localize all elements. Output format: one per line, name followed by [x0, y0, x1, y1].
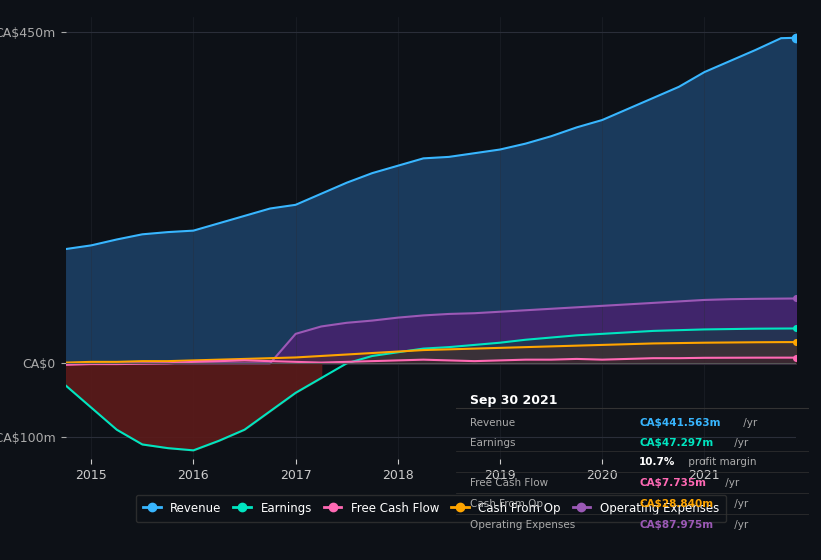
Text: Cash From Op: Cash From Op	[470, 499, 543, 509]
Text: CA$87.975m: CA$87.975m	[640, 520, 713, 530]
Text: CA$441.563m: CA$441.563m	[640, 418, 721, 428]
Text: Operating Expenses: Operating Expenses	[470, 520, 575, 530]
Legend: Revenue, Earnings, Free Cash Flow, Cash From Op, Operating Expenses: Revenue, Earnings, Free Cash Flow, Cash …	[136, 494, 726, 522]
Text: /yr: /yr	[731, 437, 748, 447]
Text: /yr: /yr	[731, 499, 748, 509]
Text: profit margin: profit margin	[686, 457, 757, 467]
Text: /yr: /yr	[741, 418, 758, 428]
Text: /yr: /yr	[731, 520, 748, 530]
Text: CA$28.840m: CA$28.840m	[640, 499, 713, 509]
Text: Earnings: Earnings	[470, 437, 516, 447]
Text: /yr: /yr	[722, 478, 739, 488]
Text: 10.7%: 10.7%	[640, 457, 676, 467]
Text: Sep 30 2021: Sep 30 2021	[470, 394, 557, 407]
Text: Free Cash Flow: Free Cash Flow	[470, 478, 548, 488]
Text: CA$7.735m: CA$7.735m	[640, 478, 706, 488]
Text: CA$47.297m: CA$47.297m	[640, 437, 713, 447]
Text: Revenue: Revenue	[470, 418, 515, 428]
